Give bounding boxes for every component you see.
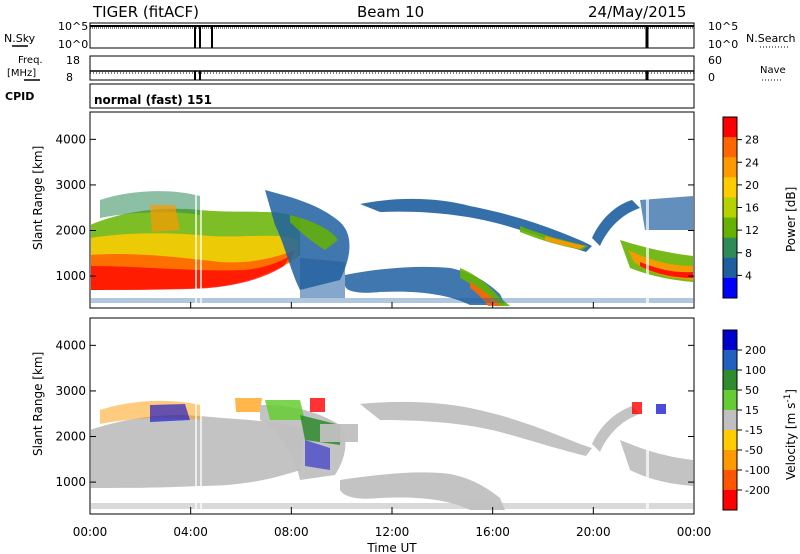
velocity-colorbar-swatch [723, 350, 737, 371]
power-echoes [91, 113, 693, 307]
velocity-echoes [91, 319, 693, 513]
beam-label: Beam 10 [357, 3, 424, 21]
power-colorbar-tick-label: 24 [745, 156, 759, 169]
nave-label: Nave [760, 65, 786, 76]
cpid-panel: CPID normal (fast) 151 [5, 83, 695, 109]
power-colorbar-swatch [723, 157, 737, 178]
power-colorbar-swatch [723, 257, 737, 279]
velocity-colorbar-tick-label: 50 [745, 384, 759, 397]
freq-tick-bottom: 8 [66, 71, 73, 84]
nsky-tick-top: 10^5 [58, 20, 88, 33]
velocity-y-ticks: 1000 2000 3000 4000 [55, 338, 694, 489]
velocity-ytick-label: 3000 [55, 384, 86, 398]
figure-title: TIGER (fitACF) [92, 3, 199, 21]
power-colorbar-swatch [723, 177, 737, 198]
power-ytick-label: 4000 [55, 132, 86, 146]
freq-unit: [MHz] [7, 68, 36, 79]
xtick-label: 00:00 [677, 525, 712, 539]
power-colorbar-tick-label: 8 [745, 247, 752, 260]
velocity-colorbar-swatch [723, 450, 737, 471]
power-colorbar-swatch [723, 217, 737, 239]
power-colorbar-tick-label: 16 [745, 202, 759, 215]
power-colorbar-tick-label: 28 [745, 134, 759, 147]
velocity-colorbar-swatch [723, 390, 737, 411]
xtick-label: 04:00 [173, 525, 208, 539]
velocity-colorbar-swatch [723, 470, 737, 491]
power-ytick-label: 1000 [55, 269, 86, 283]
freq-tick-top: 18 [66, 54, 80, 67]
nsky-panel: 10^5 10^0 10^5 10^0 N.Sky N.Search [4, 20, 796, 51]
velocity-colorbar-tick-label: -200 [745, 484, 770, 497]
nave-tick-bottom: 0 [708, 71, 715, 84]
power-colorbar-swatch [723, 237, 737, 259]
nsearch-tick-bottom: 10^0 [708, 38, 738, 51]
velocity-colorbar-tick-label: -100 [745, 464, 770, 477]
xtick-label: 00:00 [73, 525, 108, 539]
power-ytick-label: 3000 [55, 178, 86, 192]
x-ticks: 00:00 04:00 08:00 12:00 16:00 20:00 00:00 [73, 302, 712, 539]
velocity-colorbar-swatch [723, 410, 737, 431]
velocity-colorbar-swatch [723, 330, 737, 351]
xtick-label: 20:00 [576, 525, 611, 539]
velocity-colorbar-tick-label: 15 [745, 404, 759, 417]
velocity-colorbar-tick-label: 100 [745, 364, 766, 377]
velocity-colorbar-swatch [723, 490, 737, 511]
velocity-colorbar: 200 100 50 15 -15 -50 -100 -200 Velocity [m s-1… [722, 329, 798, 511]
velocity-colorbar-swatch [723, 370, 737, 391]
power-colorbar-swatch [723, 197, 737, 219]
xtick-label: 16:00 [475, 525, 510, 539]
power-panel: 1000 2000 3000 4000 Slant Range [km] [31, 111, 695, 309]
power-colorbar-swatch [723, 137, 737, 158]
x-axis-label: Time UT [366, 541, 417, 554]
velocity-colorbar-tick-label: -15 [745, 424, 763, 437]
freq-label: Freq. [18, 55, 43, 66]
xtick-label: 08:00 [274, 525, 309, 539]
nsky-label: N.Sky [4, 32, 36, 45]
freq-panel: 18 8 60 0 Freq. [MHz] Nave [7, 54, 786, 84]
power-colorbar-tick-label: 20 [745, 179, 759, 192]
nsearch-label: N.Search [746, 32, 796, 45]
power-ylabel: Slant Range [km] [31, 146, 45, 250]
date-label: 24/May/2015 [588, 3, 686, 21]
velocity-colorbar-tick-label: -50 [745, 444, 763, 457]
velocity-colorbar-label: Velocity [m s-1] [783, 389, 798, 480]
power-colorbar-tick-label: 12 [745, 224, 759, 237]
xtick-label: 12:00 [375, 525, 410, 539]
nsky-tick-bottom: 10^0 [58, 38, 88, 51]
power-colorbar-tick-label: 4 [745, 269, 752, 282]
cpid-label: CPID [5, 90, 34, 103]
nave-tick-top: 60 [708, 54, 722, 67]
power-colorbar: 28 24 20 16 12 8 4 Power [dB] [722, 116, 798, 299]
velocity-ylabel: Slant Range [km] [31, 352, 45, 456]
power-y-ticks: 1000 2000 3000 4000 [55, 132, 694, 283]
velocity-colorbar-swatch [723, 430, 737, 451]
velocity-colorbar-tick-label: 200 [745, 344, 766, 357]
nsearch-tick-top: 10^5 [708, 20, 738, 33]
velocity-ytick-label: 1000 [55, 475, 86, 489]
power-colorbar-label: Power [dB] [784, 187, 798, 252]
power-ytick-label: 2000 [55, 224, 86, 238]
velocity-ytick-label: 4000 [55, 338, 86, 352]
power-colorbar-swatch [723, 277, 737, 299]
power-colorbar-swatch [723, 117, 737, 138]
cpid-text: normal (fast) 151 [94, 93, 212, 107]
velocity-ytick-label: 2000 [55, 430, 86, 444]
